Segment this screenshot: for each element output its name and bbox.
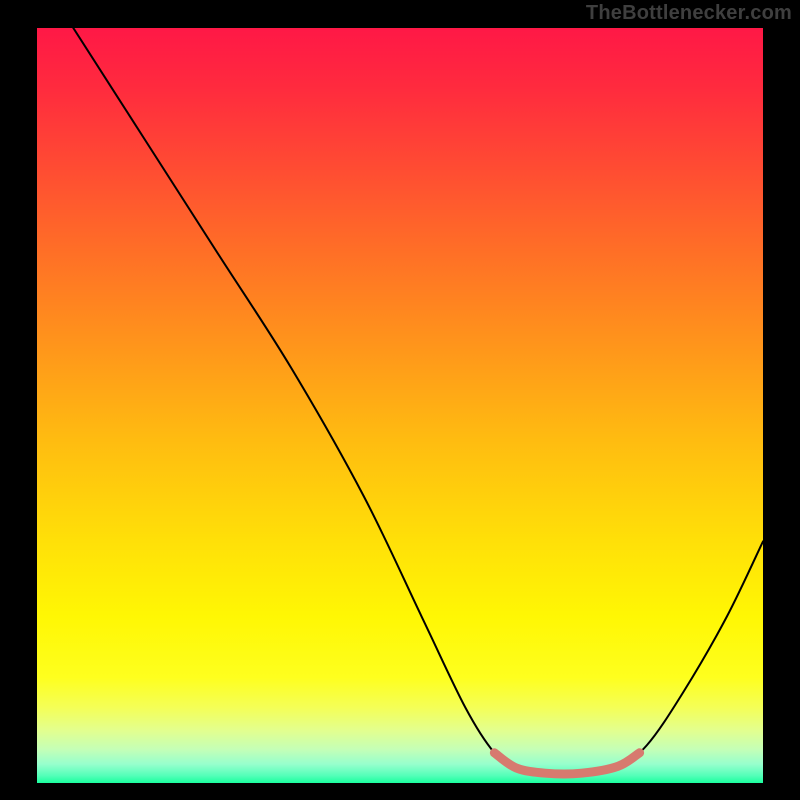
watermark-text: TheBottlenecker.com — [586, 2, 792, 25]
plot-area — [37, 28, 763, 783]
chart-svg — [37, 28, 763, 783]
